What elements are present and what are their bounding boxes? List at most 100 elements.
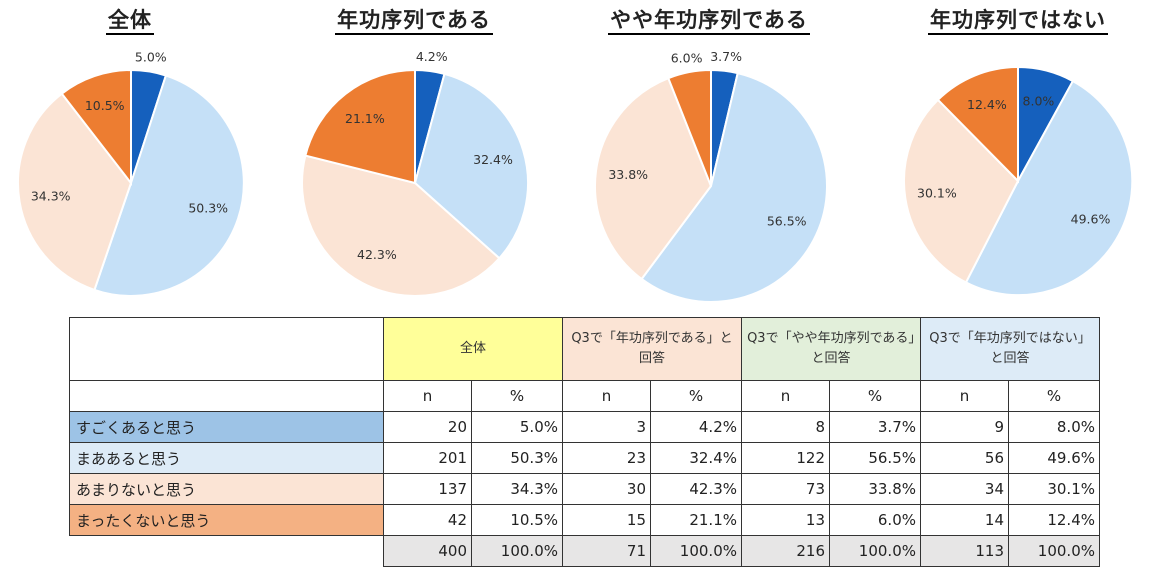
table-cell: 4.2% <box>650 411 742 443</box>
sub-header-pct: % <box>471 380 563 412</box>
pie-data-label: 42.3% <box>357 247 397 262</box>
table-cell: 5.0% <box>471 411 563 443</box>
table-cell: 30 <box>562 473 651 505</box>
pie-data-label: 4.2% <box>416 49 448 64</box>
row-label: まああると思う <box>69 442 384 474</box>
slice-not-much <box>17 92 133 292</box>
total-cell: 100.0% <box>650 535 742 567</box>
table-row: まったくないと思う 42 10.5% 15 21.1% 13 6.0% 14 1… <box>69 504 1100 536</box>
table-cell: 137 <box>383 473 472 505</box>
table-cell: 12.4% <box>1008 504 1100 536</box>
sub-header-pct: % <box>650 380 742 412</box>
pie-chart-seniority: 4.2% 32.4% 42.3% 21.1% <box>301 49 529 297</box>
slice-not-at-all <box>667 68 712 187</box>
pie-data-label: 30.1% <box>917 185 957 200</box>
pie-chart-somewhat-seniority: 3.7% 56.5% 33.8% 6.0% <box>594 49 828 303</box>
pie-data-label: 3.7% <box>710 49 742 64</box>
table-cell: 21.1% <box>650 504 742 536</box>
pie-data-label: 10.5% <box>85 98 125 113</box>
table-cell: 20 <box>383 411 472 443</box>
table-cell: 13 <box>741 504 830 536</box>
table-cell: 23 <box>562 442 651 474</box>
pie-data-label: 50.3% <box>188 201 228 216</box>
table-cell: 3.7% <box>829 411 921 443</box>
table-cell: 6.0% <box>829 504 921 536</box>
pie-panel-overall: 全体 5.0% 50.3% 34.3% 10.5% <box>0 0 260 310</box>
table-cell: 34.3% <box>471 473 563 505</box>
slice-not-at-all <box>60 68 132 186</box>
pie-panel-not-seniority: 年功序列ではない 8.0% 49.6% 30.1% 12.4% <box>888 0 1148 310</box>
sub-header-row: n % n % n % n % <box>69 380 1100 412</box>
table-cell: 50.3% <box>471 442 563 474</box>
slice-somewhat <box>93 74 245 297</box>
table-cell: 49.6% <box>1008 442 1100 474</box>
table-row: まああると思う 201 50.3% 23 32.4% 122 56.5% 56 … <box>69 442 1100 474</box>
table-cell: 34 <box>920 473 1009 505</box>
table-cell: 14 <box>920 504 1009 536</box>
pie-data-label: 56.5% <box>767 213 807 228</box>
results-table: 全体 Q3で「年功序列である」と回答 Q3で「やや年功序列である」と回答 Q3で… <box>69 317 1100 567</box>
pie-title: 年功序列である <box>335 8 493 35</box>
group-header-total: 全体 <box>383 317 563 381</box>
table-cell: 3 <box>562 411 651 443</box>
table-row: すごくあると思う 20 5.0% 3 4.2% 8 3.7% 9 8.0% <box>69 411 1100 443</box>
pie-data-label: 34.3% <box>31 188 71 203</box>
sub-header-n: n <box>741 380 830 412</box>
pie-title: やや年功序列である <box>608 8 810 35</box>
slice-not-much <box>594 76 713 281</box>
corner-cell <box>69 380 384 412</box>
total-cell: 100.0% <box>829 535 921 567</box>
table-cell: 201 <box>383 442 472 474</box>
table-cell: 32.4% <box>650 442 742 474</box>
pie-data-label: 33.8% <box>608 167 648 182</box>
pie-data-label: 49.6% <box>1071 212 1111 227</box>
sub-header-n: n <box>383 380 472 412</box>
pie-data-label: 12.4% <box>967 97 1007 112</box>
sub-header-n: n <box>562 380 651 412</box>
row-label: あまりないと思う <box>69 473 384 505</box>
row-label: まったくないと思う <box>69 504 384 536</box>
pie-data-label: 32.4% <box>473 152 513 167</box>
group-header-somewhat: Q3で「やや年功序列である」と回答 <box>741 317 921 381</box>
pie-title: 年功序列ではない <box>928 8 1108 35</box>
table-cell: 42 <box>383 504 472 536</box>
table-cell: 10.5% <box>471 504 563 536</box>
total-cell: 216 <box>741 535 830 567</box>
table-cell: 42.3% <box>650 473 742 505</box>
table-cell: 33.8% <box>829 473 921 505</box>
sub-header-n: n <box>920 380 1009 412</box>
pie-data-label: 6.0% <box>671 50 703 65</box>
slice-somewhat <box>413 72 529 260</box>
slice-not-much <box>903 98 1020 284</box>
slice-not-at-all <box>936 65 1019 184</box>
total-cell: 400 <box>383 535 472 567</box>
table-cell: 122 <box>741 442 830 474</box>
table-cell: 15 <box>562 504 651 536</box>
table-cell: 9 <box>920 411 1009 443</box>
pie-title: 全体 <box>106 8 154 35</box>
sub-header-pct: % <box>1008 380 1100 412</box>
pie-data-label: 5.0% <box>135 50 167 65</box>
group-header-seniority: Q3で「年功序列である」と回答 <box>562 317 742 381</box>
group-header-row: 全体 Q3で「年功序列である」と回答 Q3で「やや年功序列である」と回答 Q3で… <box>69 317 1100 381</box>
slice-not-at-all <box>304 68 416 185</box>
total-cell: 71 <box>562 535 651 567</box>
pie-chart-not-seniority: 8.0% 49.6% 30.1% 12.4% <box>903 65 1134 297</box>
total-cell: 100.0% <box>1008 535 1100 567</box>
slice-not-much <box>301 154 501 297</box>
table-cell: 30.1% <box>1008 473 1100 505</box>
sub-header-pct: % <box>829 380 921 412</box>
row-label: すごくあると思う <box>69 411 384 443</box>
total-label-cell <box>69 535 384 567</box>
table-cell: 56.5% <box>829 442 921 474</box>
table-cell: 73 <box>741 473 830 505</box>
pie-chart-overall: 5.0% 50.3% 34.3% 10.5% <box>17 50 245 297</box>
table-cell: 56 <box>920 442 1009 474</box>
slice-somewhat <box>964 79 1134 297</box>
pie-data-label: 8.0% <box>1023 94 1055 109</box>
group-header-not: Q3で「年功序列ではない」と回答 <box>920 317 1100 381</box>
slice-somewhat <box>640 71 828 303</box>
corner-cell <box>69 317 384 381</box>
table-row: あまりないと思う 137 34.3% 30 42.3% 73 33.8% 34 … <box>69 473 1100 505</box>
total-cell: 100.0% <box>471 535 563 567</box>
